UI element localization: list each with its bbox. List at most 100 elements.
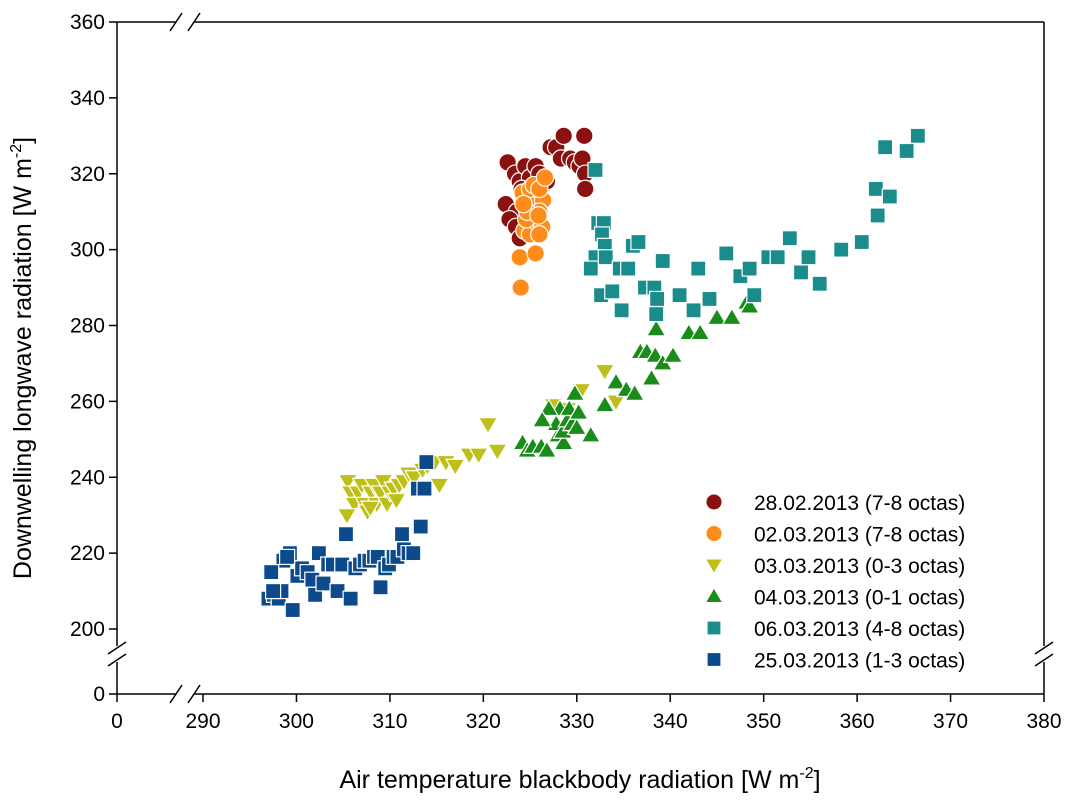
- data-point: [510, 247, 530, 267]
- data-point: [853, 233, 870, 251]
- data-point: [403, 470, 425, 488]
- data-point: [263, 563, 280, 581]
- x-tick-label: 310: [372, 710, 407, 733]
- y-break-mark-left-a: [107, 641, 127, 655]
- y-break-mark-right-a: [1034, 641, 1054, 655]
- y-tick-label: 220: [70, 542, 105, 565]
- data-point: [898, 142, 915, 160]
- x-tick-label: 300: [279, 710, 314, 733]
- plot-frame: [107, 12, 1054, 704]
- series-2: [510, 168, 555, 297]
- series-4: [512, 292, 760, 458]
- y-tick-label: 260: [70, 390, 105, 413]
- x-break-mark-top-b: [187, 12, 201, 32]
- data-point: [468, 447, 490, 465]
- data-point: [553, 432, 575, 451]
- data-point: [613, 302, 630, 319]
- data-point: [514, 194, 533, 214]
- data-point: [386, 492, 407, 511]
- x-break-mark-top-a: [169, 12, 183, 32]
- series-3: [336, 363, 627, 526]
- legend-marker: [705, 524, 723, 543]
- data-point: [811, 275, 828, 292]
- data-point: [654, 252, 671, 270]
- data-point: [526, 244, 545, 263]
- data-point: [800, 249, 817, 266]
- data-point: [511, 278, 531, 297]
- y-tick-label: 300: [70, 239, 105, 262]
- data-point: [531, 409, 553, 428]
- data-point: [881, 188, 898, 205]
- x-break-mark-bottom-b: [187, 684, 201, 704]
- legend-label: 25.03.2013 (1-3 octas): [754, 650, 965, 673]
- data-point: [529, 206, 548, 225]
- data-point: [645, 318, 667, 337]
- data-point: [336, 508, 358, 526]
- legend-marker: [705, 493, 723, 511]
- data-point: [739, 296, 760, 314]
- legend-marker: [704, 558, 724, 575]
- legend-label: 04.03.2013 (0-1 octas): [754, 587, 965, 610]
- data-point: [605, 394, 627, 412]
- series-5: [582, 127, 926, 323]
- data-point: [372, 579, 389, 596]
- data-point: [405, 545, 422, 562]
- data-point: [833, 241, 850, 258]
- data-point: [564, 383, 586, 401]
- data-point: [359, 500, 381, 519]
- data-point: [781, 230, 798, 247]
- data-point: [418, 453, 435, 471]
- data-point: [605, 371, 627, 390]
- y-tick-label: 340: [70, 87, 105, 110]
- series-6: [260, 453, 435, 619]
- data-point: [315, 575, 332, 592]
- legend-label: 28.02.2013 (7-8 octas): [754, 492, 965, 515]
- data-point: [264, 582, 282, 600]
- data-point: [477, 417, 499, 435]
- x-tick-label: 330: [559, 710, 594, 733]
- data-point: [624, 383, 646, 401]
- data-point: [580, 425, 602, 443]
- data-point: [604, 283, 621, 300]
- data-point: [869, 207, 886, 224]
- x-tick-label: 340: [653, 710, 688, 733]
- data-point: [574, 126, 594, 146]
- x-tick-label: 290: [185, 710, 220, 733]
- data-point: [530, 225, 549, 244]
- data-point: [746, 287, 763, 304]
- x-tick-label: 360: [840, 710, 875, 733]
- y-break-mark-right-b: [1034, 653, 1054, 667]
- data-point: [685, 302, 702, 319]
- data-point: [649, 290, 666, 308]
- legend-label: 03.03.2013 (0-3 octas): [754, 555, 965, 578]
- data-point: [769, 249, 786, 266]
- y-tick-label: 320: [70, 163, 105, 186]
- data-point: [393, 526, 411, 543]
- data-point: [641, 368, 662, 386]
- data-point: [337, 526, 355, 543]
- data-point: [706, 307, 728, 326]
- data-point: [487, 443, 508, 462]
- data-point: [429, 477, 450, 496]
- y-tick-label: 200: [70, 618, 105, 641]
- data-point: [575, 179, 595, 199]
- data-point: [721, 307, 743, 326]
- data-point: [701, 290, 718, 308]
- data-point: [416, 480, 433, 497]
- data-point: [412, 518, 429, 535]
- data-point: [587, 161, 604, 179]
- y-tick-label: 240: [70, 466, 105, 489]
- data-point: [594, 394, 616, 413]
- x-axis-title: Air temperature blackbody radiation [W m…: [339, 765, 820, 794]
- y-tick-label: 360: [70, 11, 105, 34]
- data-point: [597, 249, 614, 266]
- legend: 28.02.2013 (7-8 octas) 02.03.2013 (7-8 oc…: [704, 492, 965, 673]
- legend-label: 02.03.2013 (7-8 octas): [754, 524, 965, 547]
- y-axis-title: Downwelling longwave radiation [W m-2]: [8, 137, 37, 579]
- data-point: [538, 398, 560, 417]
- data-point: [444, 458, 466, 477]
- legend-marker: [706, 620, 722, 636]
- data-point: [284, 601, 301, 619]
